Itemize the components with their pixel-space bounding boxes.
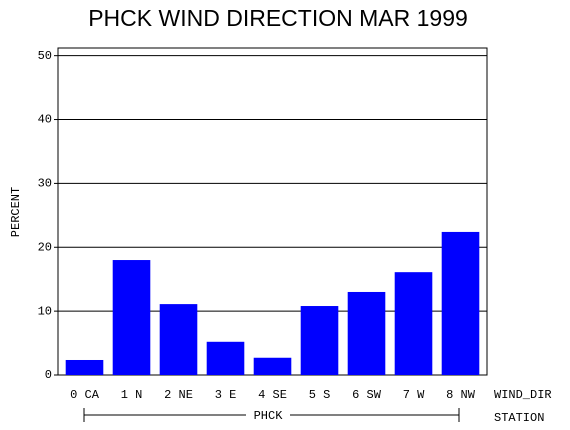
group-label: STATION bbox=[494, 411, 544, 425]
y-tick-label: 40 bbox=[38, 113, 52, 127]
y-tick-label: 20 bbox=[38, 240, 52, 254]
bar bbox=[159, 304, 198, 375]
x-tick-label: 8 NW bbox=[446, 388, 476, 402]
x-tick-label: 5 S bbox=[309, 388, 331, 402]
x-tick-label: 4 SE bbox=[258, 388, 287, 402]
x-tick-label: 0 CA bbox=[70, 388, 100, 402]
x-tick-label: 3 E bbox=[215, 388, 237, 402]
y-tick-label: 30 bbox=[38, 177, 52, 191]
y-tick-label: 10 bbox=[38, 304, 52, 318]
x-tick-label: 7 W bbox=[403, 388, 425, 402]
bar bbox=[300, 306, 339, 375]
x-tick-label: 2 NE bbox=[164, 388, 193, 402]
x-tick-label: 6 SW bbox=[352, 388, 382, 402]
bar bbox=[253, 357, 292, 375]
bar bbox=[206, 341, 245, 375]
chart-title: PHCK WIND DIRECTION MAR 1999 bbox=[88, 5, 468, 31]
x-tick-label: 1 N bbox=[121, 388, 143, 402]
bar bbox=[112, 260, 151, 375]
group-name: PHCK bbox=[254, 409, 284, 423]
y-axis-label: PERCENT bbox=[9, 187, 23, 237]
x-axis-label: WIND_DIR bbox=[494, 388, 552, 402]
bar bbox=[441, 231, 480, 375]
y-tick-label: 0 bbox=[45, 368, 52, 382]
bar bbox=[394, 272, 433, 375]
bar bbox=[347, 291, 386, 375]
bar bbox=[65, 359, 104, 375]
y-tick-label: 50 bbox=[38, 49, 52, 63]
